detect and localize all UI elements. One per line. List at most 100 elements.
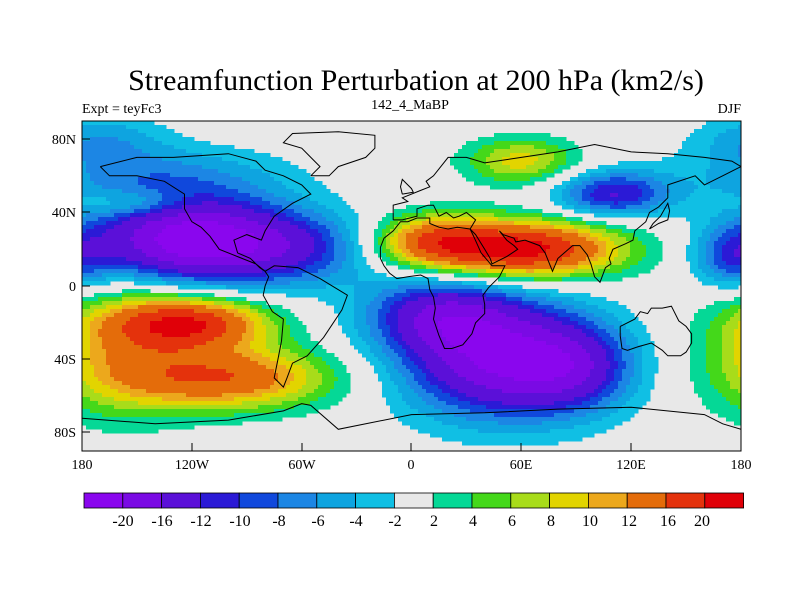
field-cell xyxy=(338,269,343,274)
field-cell xyxy=(294,221,299,226)
field-cell xyxy=(570,145,575,150)
field-cell xyxy=(210,273,215,278)
field-cell xyxy=(598,193,603,198)
field-cell xyxy=(334,289,339,294)
field-cell xyxy=(510,237,515,242)
field-cell xyxy=(162,169,167,174)
field-cell xyxy=(690,201,695,206)
field-cell xyxy=(314,197,319,202)
field-cell xyxy=(570,201,575,206)
field-cell xyxy=(294,285,299,290)
field-cell xyxy=(162,213,167,218)
field-cell xyxy=(446,201,451,206)
field-cell xyxy=(658,165,663,170)
field-cell xyxy=(638,185,643,190)
field-cell xyxy=(410,217,415,222)
field-cell xyxy=(546,137,551,142)
field-cell xyxy=(662,173,667,178)
field-cell xyxy=(242,213,247,218)
field-cell xyxy=(642,233,647,238)
field-cell xyxy=(490,233,495,238)
field-cell xyxy=(286,161,291,166)
field-cell xyxy=(686,181,691,186)
field-cell xyxy=(386,277,391,282)
field-cell xyxy=(698,157,703,162)
field-cell xyxy=(142,237,147,242)
field-cell xyxy=(338,197,343,202)
field-cell xyxy=(638,261,643,266)
field-cell xyxy=(354,237,359,242)
field-cell xyxy=(694,249,699,254)
field-cell xyxy=(630,161,635,166)
field-cell xyxy=(674,153,679,158)
field-cell xyxy=(150,249,155,254)
field-cell xyxy=(262,221,267,226)
field-cell xyxy=(222,197,227,202)
field-cell xyxy=(258,209,263,214)
field-cell xyxy=(158,209,163,214)
field-cell xyxy=(430,261,435,266)
field-cell xyxy=(606,205,611,210)
field-cell xyxy=(690,217,695,222)
field-cell xyxy=(130,177,135,182)
field-cell xyxy=(450,285,455,290)
field-cell xyxy=(258,153,263,158)
field-cell xyxy=(466,209,471,214)
field-cell xyxy=(458,209,463,214)
field-cell xyxy=(442,221,447,226)
field-cell xyxy=(554,149,559,154)
field-cell xyxy=(110,157,115,162)
field-cell xyxy=(206,209,211,214)
field-cell xyxy=(714,193,719,198)
field-cell xyxy=(198,169,203,174)
field-cell xyxy=(446,261,451,266)
field-cell xyxy=(214,161,219,166)
field-cell xyxy=(730,173,735,178)
field-cell xyxy=(218,185,223,190)
field-cell xyxy=(474,221,479,226)
field-cell xyxy=(614,177,619,182)
field-cell xyxy=(434,241,439,246)
field-cell xyxy=(506,141,511,146)
field-cell xyxy=(458,257,463,262)
field-cell xyxy=(514,141,519,146)
field-cell xyxy=(722,265,727,270)
field-cell xyxy=(510,161,515,166)
field-cell xyxy=(138,249,143,254)
field-cell xyxy=(486,249,491,254)
field-cell xyxy=(726,249,731,254)
field-cell xyxy=(182,153,187,158)
field-cell xyxy=(282,249,287,254)
field-cell xyxy=(102,189,107,194)
field-cell xyxy=(606,225,611,230)
field-cell xyxy=(82,269,87,274)
field-cell xyxy=(630,185,635,190)
field-cell xyxy=(622,185,627,190)
field-cell xyxy=(290,245,295,250)
field-cell xyxy=(578,173,583,178)
field-cell xyxy=(190,265,195,270)
field-cell xyxy=(510,261,515,266)
field-cell xyxy=(246,241,251,246)
field-cell xyxy=(278,261,283,266)
field-cell xyxy=(734,265,739,270)
field-cell xyxy=(698,153,703,158)
field-cell xyxy=(198,277,203,282)
field-cell xyxy=(510,173,515,178)
field-cell xyxy=(246,217,251,222)
field-cell xyxy=(170,237,175,242)
field-cell xyxy=(598,233,603,238)
field-cell xyxy=(634,257,639,262)
field-cell xyxy=(262,233,267,238)
field-cell xyxy=(494,273,499,278)
field-cell xyxy=(502,161,507,166)
field-cell xyxy=(410,253,415,258)
field-cell xyxy=(314,181,319,186)
field-cell xyxy=(322,209,327,214)
field-cell xyxy=(538,253,543,258)
field-cell xyxy=(582,241,587,246)
field-cell xyxy=(238,261,243,266)
field-cell xyxy=(106,241,111,246)
field-cell xyxy=(326,221,331,226)
field-cell xyxy=(286,213,291,218)
